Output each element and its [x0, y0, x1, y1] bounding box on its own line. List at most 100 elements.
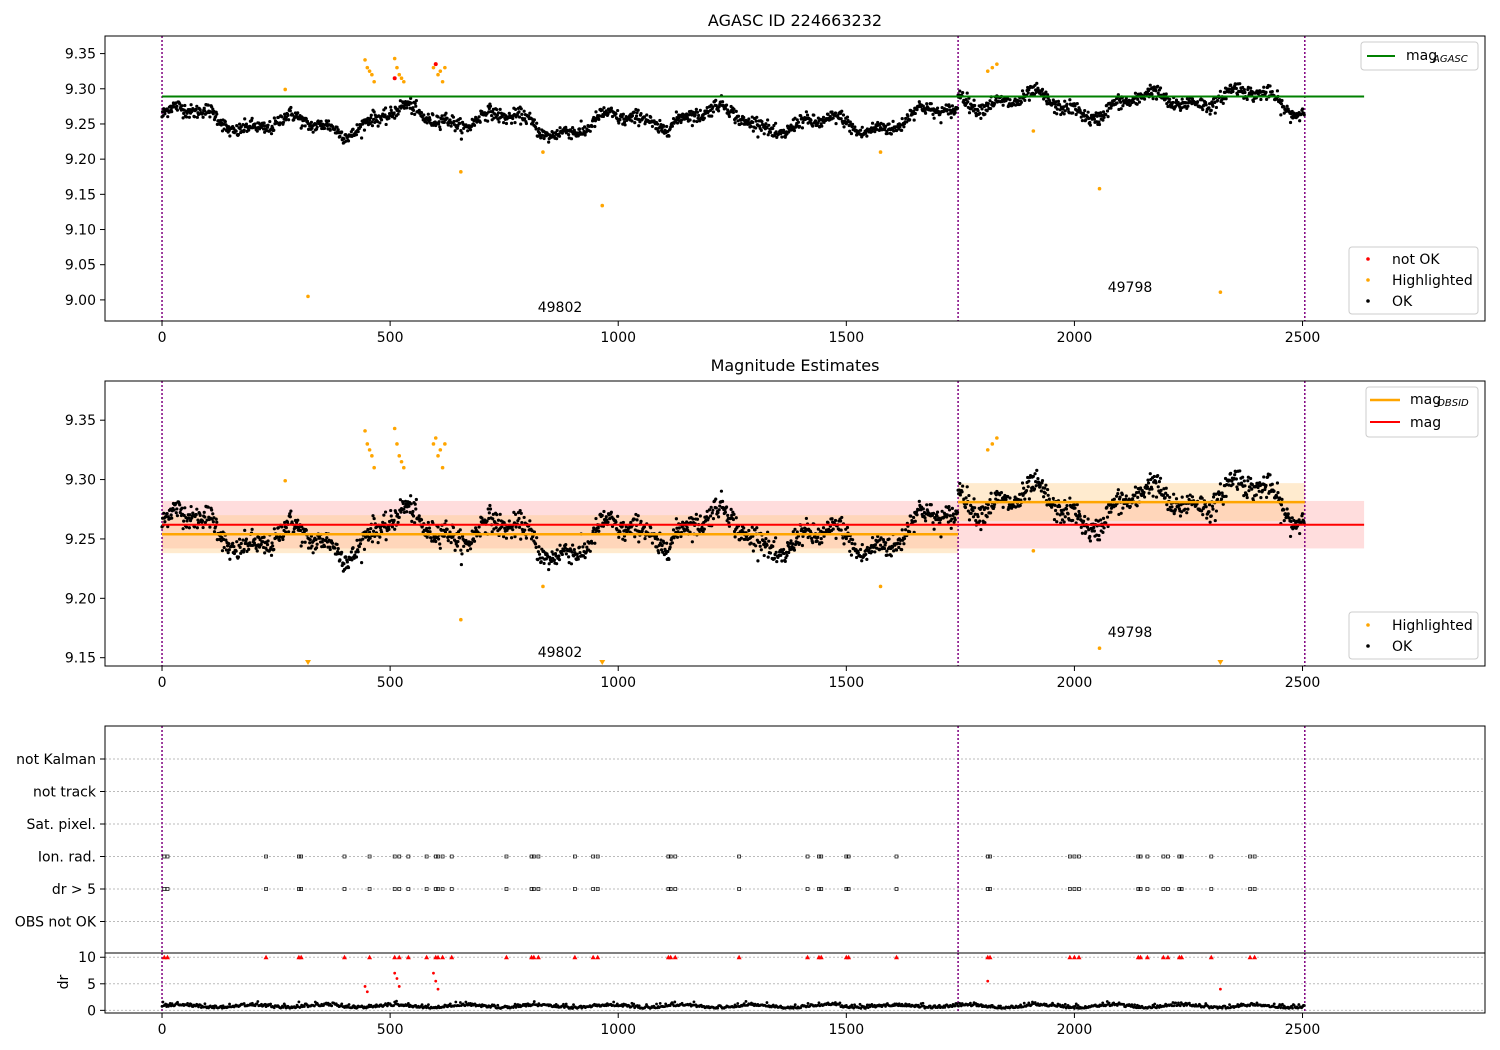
ok-point: [935, 510, 940, 514]
ok-point: [709, 514, 713, 518]
ok-point: [437, 120, 441, 124]
ok-point: [963, 505, 968, 510]
ok-point: [487, 511, 491, 515]
highlighted-point: [990, 65, 995, 70]
ok-point: [923, 519, 928, 523]
ok-point: [333, 546, 337, 550]
ok-point: [560, 552, 564, 557]
ok-point: [864, 131, 868, 135]
plot-frame: [104, 725, 1486, 954]
ok-point: [913, 519, 917, 523]
ok-point: [805, 113, 810, 117]
ok-point: [195, 104, 199, 108]
ok-point: [414, 98, 418, 103]
ok-point: [958, 493, 962, 497]
ok-point: [1213, 518, 1217, 523]
ok-point: [504, 536, 509, 540]
ok-point: [180, 104, 184, 108]
ok-point: [747, 528, 751, 533]
ok-point: [966, 100, 970, 104]
ok-point: [758, 544, 762, 548]
highlighted-point: [440, 79, 445, 84]
ok-point: [636, 108, 640, 112]
ok-point: [396, 520, 400, 525]
panel2-title: Magnitude Estimates: [711, 356, 880, 375]
ok-point: [602, 509, 606, 514]
ok-point: [1207, 510, 1211, 514]
ok-point: [583, 556, 587, 560]
ok-point: [414, 497, 418, 502]
ok-point: [759, 548, 763, 552]
ok-point: [1158, 476, 1163, 480]
ok-point: [649, 526, 653, 530]
ok-point: [870, 549, 874, 554]
ok-point: [572, 547, 576, 552]
ok-point: [1146, 478, 1150, 482]
ok-point: [979, 527, 983, 532]
ok-point: [665, 124, 669, 129]
dr-point: [161, 1000, 165, 1004]
ok-point: [939, 535, 943, 539]
ok-point: [710, 511, 714, 515]
highlighted-point: [367, 448, 372, 452]
highlighted-point: [370, 72, 374, 77]
ok-point: [981, 505, 985, 509]
ok-point: [1097, 122, 1102, 127]
ok-point: [1080, 118, 1085, 123]
ok-point: [964, 98, 968, 102]
ok-point: [371, 514, 375, 518]
ok-point: [633, 121, 637, 125]
dr-point: [673, 1000, 677, 1004]
y-tick-label: 9.15: [65, 651, 96, 667]
ok-point: [931, 511, 936, 515]
ok-point: [848, 549, 852, 553]
ok-point: [519, 107, 523, 111]
highlighted-point: [397, 454, 402, 458]
ok-point: [1207, 102, 1212, 106]
ok-point: [964, 496, 968, 500]
highlighted-point: [431, 65, 436, 70]
ok-point: [750, 525, 754, 529]
ok-point: [166, 115, 170, 119]
ok-point: [164, 515, 168, 519]
ok-point: [458, 528, 462, 532]
ok-point: [243, 528, 247, 532]
ok-point: [1205, 110, 1209, 114]
ok-point: [287, 118, 291, 122]
highlighted-point: [1097, 646, 1102, 650]
ok-point: [724, 505, 729, 509]
ok-point: [860, 559, 864, 563]
ok-point: [1088, 120, 1092, 125]
ok-point: [567, 133, 571, 137]
ok-point: [438, 542, 442, 546]
ok-point: [289, 509, 293, 513]
ok-point: [1083, 514, 1087, 519]
ok-point: [665, 541, 669, 545]
ok-point: [711, 508, 715, 512]
highlighted-point: [392, 426, 397, 431]
ok-point: [537, 545, 541, 549]
ok-point: [170, 110, 174, 114]
ok-point: [623, 123, 627, 127]
ok-point: [579, 119, 583, 123]
highlighted-point: [541, 584, 545, 589]
ok-point: [905, 120, 909, 124]
ok-point: [650, 541, 655, 545]
not-ok-point: [392, 76, 397, 81]
ok-point: [781, 128, 786, 132]
ok-point: [729, 507, 733, 511]
ok-point: [685, 525, 689, 530]
legend-not-ok: not OK: [1392, 252, 1440, 268]
ok-point: [809, 118, 813, 122]
ok-point: [455, 126, 460, 130]
ok-point: [250, 116, 254, 120]
ok-point: [976, 109, 980, 113]
ok-point: [1286, 512, 1290, 516]
ok-point: [845, 525, 850, 530]
ok-point: [850, 541, 854, 546]
ok-point: [675, 121, 680, 125]
ok-point: [1063, 99, 1067, 103]
ok-point: [227, 548, 231, 552]
ok-point: [986, 102, 990, 106]
ok-point: [263, 551, 267, 555]
